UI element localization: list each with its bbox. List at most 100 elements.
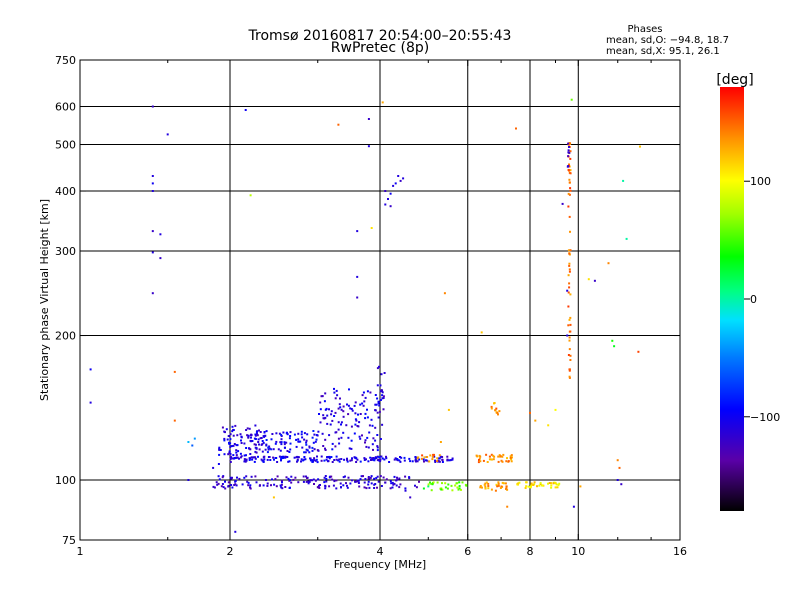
data-point [311, 436, 314, 439]
data-point [395, 479, 398, 482]
data-point [611, 339, 614, 342]
data-point [235, 449, 238, 452]
data-point [347, 436, 350, 439]
data-point [373, 487, 376, 489]
data-point [292, 478, 295, 481]
data-point [340, 436, 343, 439]
data-point [308, 446, 311, 449]
data-point [193, 437, 196, 440]
data-point [501, 455, 504, 458]
data-point [280, 486, 283, 489]
data-point [393, 475, 396, 478]
data-point [568, 264, 571, 267]
data-point [479, 485, 482, 487]
data-point [569, 187, 572, 190]
data-point [364, 396, 367, 399]
data-point [324, 485, 327, 488]
data-point [331, 442, 334, 445]
data-point [231, 425, 234, 428]
data-point [392, 184, 395, 187]
data-point [329, 475, 332, 478]
data-point [567, 151, 570, 154]
data-point [287, 460, 290, 463]
data-point [480, 331, 483, 334]
data-point [377, 458, 380, 461]
data-point [566, 334, 569, 337]
data-point [433, 453, 435, 456]
data-point [403, 456, 406, 459]
data-point [404, 489, 407, 492]
data-point [568, 286, 571, 289]
data-point [494, 409, 497, 412]
data-point [319, 421, 322, 424]
data-point [478, 454, 481, 457]
data-point [89, 368, 92, 371]
data-point [372, 457, 375, 459]
data-point [380, 389, 383, 392]
data-point [246, 480, 249, 483]
data-point [311, 449, 314, 452]
data-point [342, 415, 345, 418]
data-point [372, 458, 374, 461]
data-point [245, 429, 248, 431]
data-point [497, 455, 500, 458]
data-point [569, 172, 572, 175]
data-point [506, 505, 509, 508]
data-point [504, 482, 507, 485]
data-point [236, 476, 238, 479]
data-point [250, 456, 253, 459]
data-point [342, 410, 345, 413]
data-point [246, 427, 249, 430]
data-point [363, 486, 366, 489]
data-point [377, 402, 380, 405]
data-point [280, 455, 283, 458]
data-point [541, 484, 544, 487]
data-point [268, 456, 271, 458]
y-tick-label: 200 [55, 330, 76, 343]
data-point [229, 461, 232, 463]
data-point [372, 437, 375, 440]
data-point [351, 457, 353, 460]
data-point [212, 485, 215, 488]
data-point [315, 438, 318, 441]
data-point [251, 440, 254, 442]
data-point [151, 175, 154, 177]
data-point [325, 477, 328, 480]
data-point [222, 475, 225, 478]
data-point [423, 460, 425, 463]
data-point [567, 291, 570, 294]
data-point [333, 480, 336, 483]
data-point [265, 430, 268, 433]
data-point [339, 482, 342, 485]
data-point [280, 479, 283, 482]
data-point [354, 423, 357, 426]
data-point [378, 365, 380, 368]
data-point [318, 413, 320, 415]
data-point [237, 450, 240, 453]
data-point [254, 438, 257, 440]
data-point [368, 424, 371, 427]
data-point [367, 476, 370, 478]
data-point [554, 482, 557, 485]
data-point [317, 478, 320, 481]
data-point [306, 433, 309, 436]
data-point [490, 488, 493, 491]
data-point [484, 485, 487, 488]
data-point [484, 482, 487, 485]
data-point [305, 475, 307, 478]
data-point [250, 475, 253, 478]
data-point [256, 432, 258, 435]
data-point [550, 482, 553, 485]
data-point [348, 388, 350, 391]
data-point [347, 413, 350, 416]
data-point [569, 316, 572, 319]
data-point [487, 482, 490, 485]
data-point [347, 404, 350, 407]
data-point [431, 458, 434, 461]
data-point [249, 448, 252, 451]
data-point [373, 483, 376, 486]
data-point [254, 450, 257, 453]
data-point [495, 407, 498, 410]
data-point [481, 486, 483, 489]
data-point [430, 482, 433, 485]
